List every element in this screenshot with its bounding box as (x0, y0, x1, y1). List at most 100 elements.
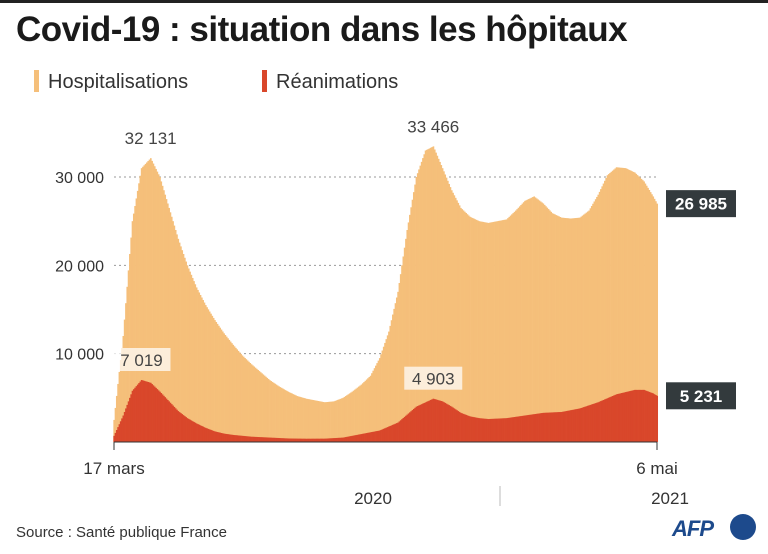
reanimations-bar (246, 436, 249, 442)
hospitalisations-bar (258, 371, 261, 442)
reanimations-bar (190, 420, 193, 442)
reanimations-bar (147, 382, 150, 442)
hospitalisations-bar (186, 265, 189, 442)
y-tick-label: 10 000 (55, 347, 104, 364)
reanimations-bar (297, 438, 300, 442)
reanimations-bar (631, 390, 634, 442)
reanimations-bar (488, 418, 491, 442)
hospitalisations-bar (521, 203, 524, 442)
reanimations-bar (295, 438, 297, 442)
hospitalisations-bar (457, 202, 460, 442)
reanimations-bar (204, 427, 207, 442)
end-value-label: 26 985 (675, 195, 727, 214)
reanimations-bar (144, 381, 147, 442)
hospitalisations-bar (474, 219, 477, 442)
reanimations-bar (193, 421, 195, 442)
hospitalisations-bar (550, 211, 553, 442)
reanimations-bar (454, 409, 457, 442)
reanimations-bar (324, 438, 326, 442)
hospitalisations-bar (335, 400, 338, 442)
reanimations-bar (554, 412, 556, 442)
x-label-end: 6 mai (636, 459, 678, 478)
hospitalisations-bar (324, 402, 326, 442)
reanimations-bar (479, 418, 482, 442)
hospitalisations-bar (267, 379, 270, 442)
hospitalisations-bar (605, 178, 607, 442)
hospitalisations-bar (467, 215, 470, 442)
reanimations-bar (282, 438, 284, 442)
reanimations-bar (372, 431, 375, 442)
hospitalisations-bar (453, 195, 456, 442)
hospitalisations-bar (545, 206, 547, 442)
reanimations-bar (567, 410, 570, 442)
hospitalisations-bar (113, 419, 116, 442)
reanimations-bar (203, 427, 206, 442)
hospitalisations-bar (152, 163, 155, 443)
hospitalisations-bar (297, 396, 300, 442)
hospitalisations-bar (367, 378, 369, 442)
hospitalisations-bar (454, 197, 457, 442)
legend-swatch-reanimations (262, 70, 267, 92)
hospitalisations-bar (488, 222, 491, 442)
reanimations-bar (134, 387, 136, 442)
hospitalisations-bar (479, 221, 482, 442)
reanimations-bar (522, 415, 525, 442)
reanimations-bar (174, 408, 177, 442)
hospitalisations-bar (134, 206, 136, 442)
hospitalisations-bar (562, 217, 564, 442)
hospitalisations-bar (607, 174, 610, 442)
hospitalisations-bar (393, 308, 396, 442)
hospitalisations-bar (140, 168, 143, 443)
reanimations-bar (159, 391, 161, 442)
hospitalisations-bar (471, 218, 474, 442)
hospitalisations-bar (416, 173, 419, 442)
hospitalisations-bar (444, 174, 447, 443)
hospitalisations-bar (321, 401, 324, 442)
reanimations-bar (313, 438, 316, 442)
reanimations-bar (235, 435, 237, 442)
hospitalisations-bar (155, 168, 157, 442)
hospitalisations-bar (420, 161, 423, 443)
hospitalisations-bar (342, 397, 344, 442)
reanimations-bar (300, 438, 303, 442)
reanimations-bar (368, 432, 371, 442)
hospitalisations-bar (388, 331, 390, 442)
hospitalisations-bar (611, 170, 614, 442)
hospitalisations-bar (402, 256, 405, 442)
reanimations-bar (163, 395, 165, 442)
reanimations-bar (656, 395, 659, 442)
hospitalisations-bar (356, 387, 359, 442)
hospitalisations-bar (165, 199, 168, 442)
hospitalisations-bar (492, 221, 495, 442)
legend-swatch-hospitalisations (34, 70, 39, 92)
reanimations-bar (486, 418, 488, 442)
reanimations-bar (274, 437, 276, 442)
hospitalisations-bar (533, 196, 536, 442)
reanimations-bar (462, 413, 465, 442)
reanimations-bar (503, 418, 505, 442)
reanimations-bar (369, 432, 372, 442)
reanimations-bar (378, 430, 381, 442)
reanimations-bar (427, 401, 430, 442)
reanimations-bar (248, 436, 250, 442)
hospitalisations-bar (513, 211, 516, 442)
reanimations-bar (401, 419, 403, 442)
reanimations-bar (653, 394, 656, 442)
reanimations-bar (636, 389, 639, 442)
hospitalisations-bar (483, 222, 486, 442)
hospitalisations-bar (626, 168, 628, 443)
hospitalisations-bar (394, 303, 397, 442)
hospitalisations-bar (465, 212, 467, 442)
reanimations-bar (635, 389, 638, 442)
reanimations-bar (390, 425, 393, 442)
reanimations-bar (466, 415, 469, 442)
hospitalisations-bar (508, 216, 511, 442)
reanimations-bar (272, 437, 275, 442)
reanimations-bar (355, 435, 358, 442)
reanimations-bar (136, 384, 139, 442)
hospitalisations-bar (424, 150, 427, 442)
hospitalisations-bar (499, 220, 501, 442)
hospitalisations-bar (606, 175, 609, 443)
hospitalisations-bar (125, 303, 127, 442)
legend-item-reanimations: Réanimations (262, 70, 398, 94)
